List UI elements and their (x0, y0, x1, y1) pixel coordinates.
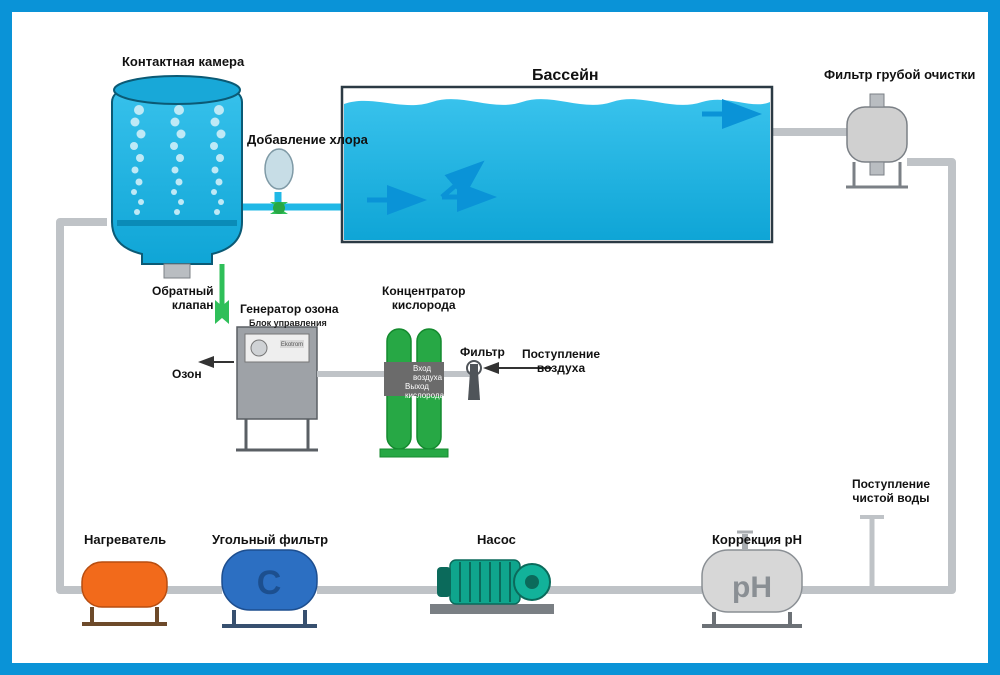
label-check-valve: Обратный клапан (152, 284, 214, 312)
pump (430, 560, 554, 614)
label-o2-out: Выход кислорода (405, 382, 444, 400)
label-clean-water: Поступление чистой воды (852, 477, 930, 505)
label-o2-concentrator: Концентратор кислорода (382, 284, 465, 312)
svg-text:C: C (257, 564, 282, 602)
diagram-frame: Ekotrom C (0, 0, 1000, 675)
label-ph: Коррекция pH (712, 532, 802, 547)
label-carbon-filter: Угольный фильтр (212, 532, 328, 547)
label-contact-chamber: Контактная камера (122, 54, 244, 69)
label-chlorine: Добавление хлора (247, 132, 368, 147)
diagram-svg: Ekotrom C (12, 12, 988, 663)
pool (342, 87, 772, 242)
coarse-filter (846, 94, 908, 187)
label-heater: Нагреватель (84, 532, 166, 547)
label-filter: Фильтр (460, 345, 505, 359)
label-ozone-generator: Генератор озона (240, 302, 339, 316)
label-pump: Насос (477, 532, 516, 547)
water-pipe-top (242, 192, 342, 207)
ozone-generator: Ekotrom (202, 327, 387, 450)
label-coarse-filter: Фильтр грубой очистки (824, 67, 975, 82)
ozone-brand-text: Ekotrom (281, 342, 303, 348)
label-ozone: Озон (172, 367, 202, 381)
label-air-in: Вход воздуха (413, 364, 442, 382)
label-pool: Бассейн (532, 67, 599, 85)
heater (82, 562, 167, 624)
contact-chamber (112, 76, 242, 278)
label-control-unit: Блок управления (249, 318, 327, 328)
label-air-intake: Поступление воздуха (522, 347, 600, 375)
svg-text:pH: pH (732, 571, 772, 604)
carbon-filter: C (222, 550, 317, 626)
